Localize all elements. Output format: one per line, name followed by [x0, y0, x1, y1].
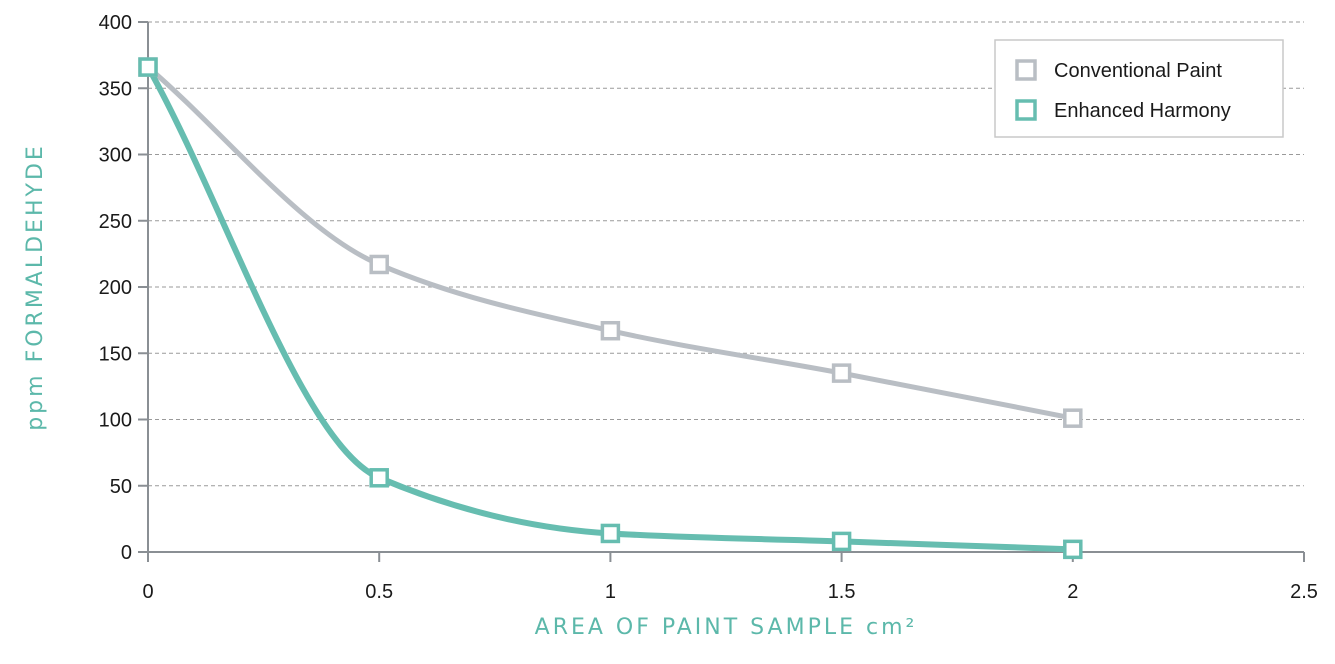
grid-lines: [148, 21, 1304, 487]
data-point: [831, 531, 852, 552]
y-tick-label: 200: [99, 277, 132, 299]
y-ticks: 0 50 100 150 200 250 300 350 400: [99, 12, 148, 564]
legend-label: Enhanced Harmony: [1054, 100, 1231, 122]
legend-label: Conventional Paint: [1054, 60, 1222, 82]
x-tick-label: 1.5: [828, 581, 856, 603]
x-tick-label: 2.5: [1290, 581, 1318, 603]
data-point: [1063, 539, 1083, 560]
legend-swatch: [1015, 59, 1037, 81]
series-group: [138, 57, 1083, 560]
data-point: [138, 57, 158, 77]
y-tick-label: 350: [99, 78, 132, 100]
y-tick-label: 50: [110, 476, 132, 498]
x-tick-label: 2: [1067, 581, 1078, 603]
y-tick-label: 400: [99, 12, 132, 34]
data-point: [369, 468, 389, 488]
y-tick-label: 0: [121, 542, 132, 564]
y-tick-label: 250: [99, 211, 132, 233]
x-tick-label: 0: [142, 581, 153, 603]
data-point: [1063, 408, 1083, 428]
series-line-1: [145, 64, 1076, 553]
x-tick-label: 0.5: [365, 581, 393, 603]
y-tick-label: 300: [99, 145, 132, 167]
y-tick-label: 100: [99, 410, 132, 432]
x-tick-label: 1: [605, 581, 616, 603]
legend-box: [994, 39, 1284, 138]
x-axis-title: AREA OF PAINT SAMPLE cm²: [535, 615, 918, 640]
data-point: [831, 363, 852, 383]
y-axis-title: ppm FORMALDEHYDE: [23, 143, 48, 431]
legend-swatch: [1015, 99, 1037, 121]
series-line-0: [145, 64, 1076, 421]
data-point: [600, 523, 621, 544]
legend: Conventional Paint Enhanced Harmony: [994, 39, 1284, 138]
data-point: [369, 254, 389, 275]
x-ticks: 0 0.5 1 1.5 2 2.5: [142, 552, 1318, 603]
y-tick-label: 150: [99, 343, 132, 365]
data-point: [600, 320, 621, 341]
